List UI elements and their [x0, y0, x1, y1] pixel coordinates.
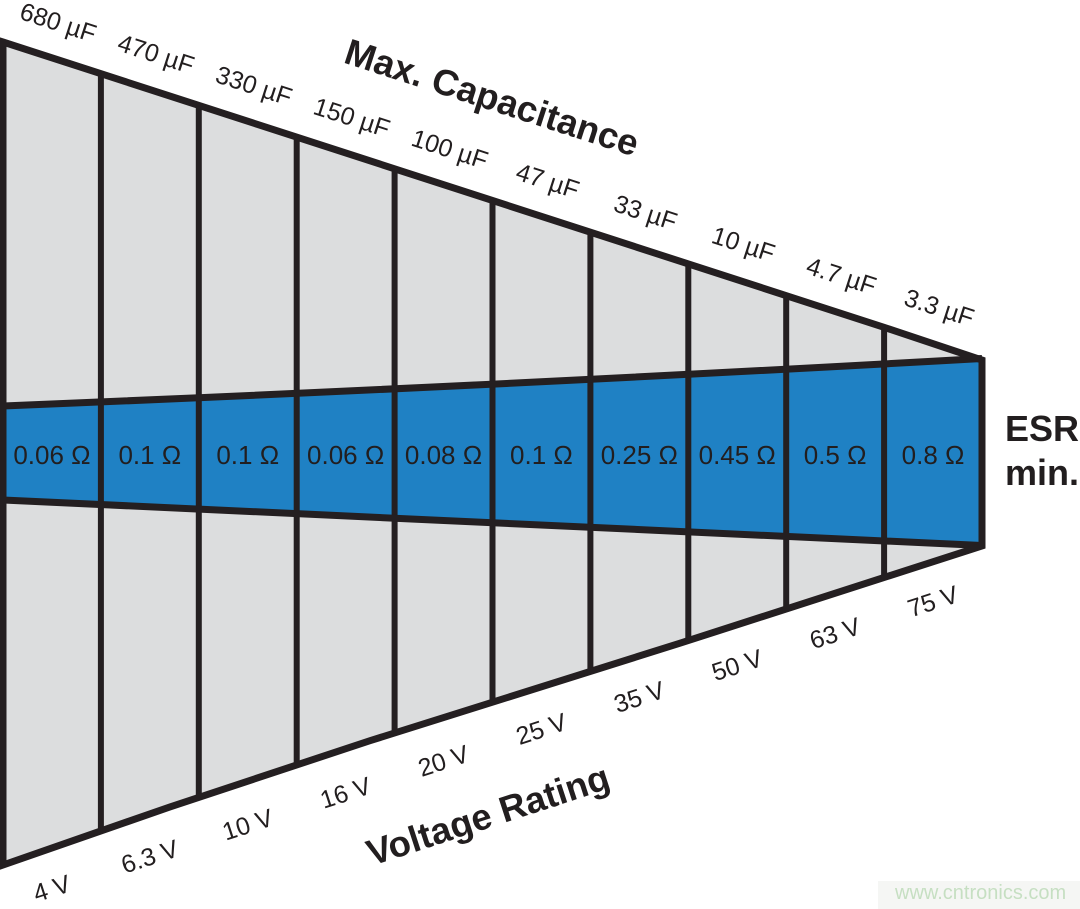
svg-text:min.: min. — [1005, 452, 1079, 493]
svg-text:0.25 Ω: 0.25 Ω — [601, 440, 678, 470]
svg-text:0.45 Ω: 0.45 Ω — [699, 440, 776, 470]
svg-text:0.1 Ω: 0.1 Ω — [510, 440, 573, 470]
svg-text:0.8 Ω: 0.8 Ω — [902, 440, 965, 470]
svg-text:0.5 Ω: 0.5 Ω — [804, 440, 867, 470]
svg-text:0.06 Ω: 0.06 Ω — [307, 440, 384, 470]
svg-text:0.08 Ω: 0.08 Ω — [405, 440, 482, 470]
svg-text:ESR: ESR — [1005, 408, 1079, 449]
svg-text:www.cntronics.com: www.cntronics.com — [894, 882, 1066, 904]
svg-text:0.1 Ω: 0.1 Ω — [216, 440, 279, 470]
svg-text:0.06 Ω: 0.06 Ω — [13, 440, 90, 470]
svg-text:0.1 Ω: 0.1 Ω — [118, 440, 181, 470]
